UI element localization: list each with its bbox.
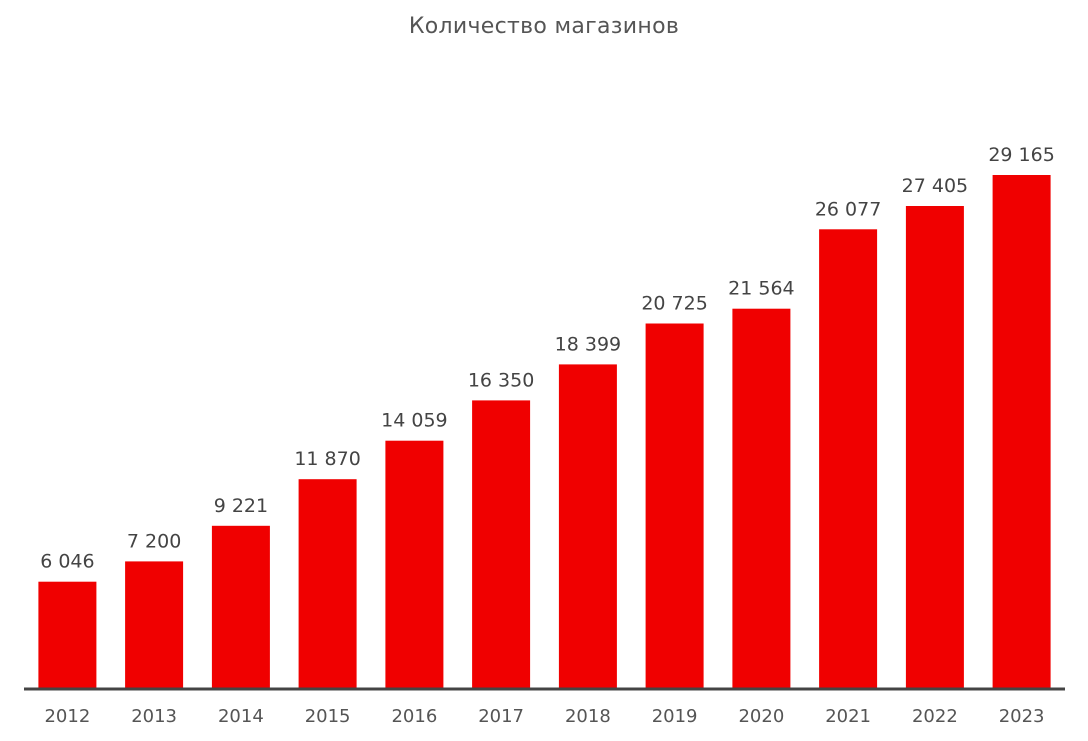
value-label-2017: 16 350	[468, 369, 534, 391]
x-tick-label-2021: 2021	[825, 706, 871, 727]
bar-2021	[819, 229, 878, 689]
bar-2017	[472, 400, 531, 688]
x-tick-label-2018: 2018	[565, 706, 611, 727]
value-label-2023: 29 165	[988, 144, 1054, 166]
x-tick-label-2012: 2012	[44, 706, 90, 727]
value-label-2021: 26 077	[815, 198, 881, 220]
value-label-2014: 9 221	[214, 495, 268, 517]
value-label-2022: 27 405	[902, 175, 968, 197]
value-label-2012: 6 046	[40, 551, 94, 573]
x-tick-label-2013: 2013	[131, 706, 177, 727]
x-tick-label-2019: 2019	[652, 706, 698, 727]
chart-title: Количество магазинов	[408, 14, 680, 39]
bar-2023	[992, 175, 1051, 688]
value-label-2019: 20 725	[641, 293, 707, 315]
bar-2013	[125, 561, 184, 688]
bar-2016	[385, 440, 444, 688]
x-tick-label-2016: 2016	[391, 706, 437, 727]
x-tick-label-2020: 2020	[738, 706, 784, 727]
bar-2018	[558, 364, 617, 688]
value-label-2018: 18 399	[555, 333, 621, 355]
value-label-2013: 7 200	[127, 530, 181, 552]
bar-2014	[211, 525, 270, 688]
x-tick-label-2022: 2022	[912, 706, 958, 727]
value-label-2016: 14 059	[381, 410, 447, 432]
x-tick-label-2017: 2017	[478, 706, 524, 727]
bar-2019	[645, 323, 704, 688]
x-tick-label-2023: 2023	[999, 706, 1045, 727]
bar-2020	[732, 308, 791, 688]
value-label-2015: 11 870	[294, 448, 360, 470]
bar-2022	[905, 206, 964, 688]
x-tick-label-2014: 2014	[218, 706, 264, 727]
bar-2012	[38, 581, 97, 688]
bar-2015	[298, 479, 357, 688]
bars-layer	[38, 175, 1051, 689]
x-tick-label-2015: 2015	[305, 706, 351, 727]
value-labels-layer: 6 046 7 200 9 221 11 870 14 059 16 350 18 399 2…	[40, 144, 1055, 573]
value-label-2020: 21 564	[728, 278, 794, 300]
x-tick-labels-layer: 2012 2013 2014 2015 2016 2017 2018 2019 2020 2021…	[44, 706, 1044, 727]
